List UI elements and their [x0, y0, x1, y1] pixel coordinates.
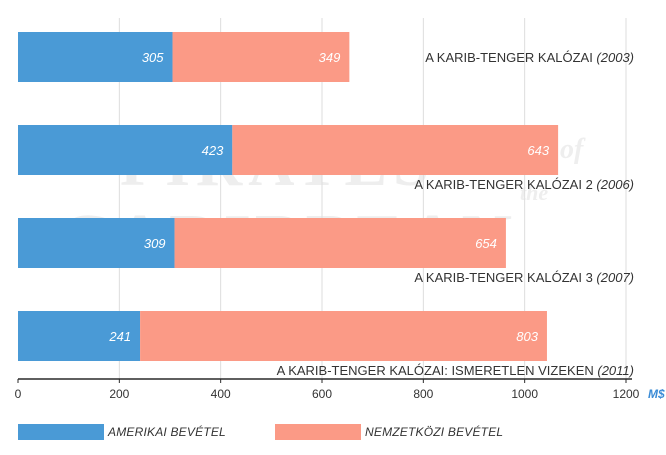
data-label-domestic-2: 309	[144, 236, 166, 251]
bar-international-0	[172, 32, 350, 82]
legend-item-international: NEMZETKÖZI BEVÉTEL	[275, 424, 503, 440]
x-tick-label-1: 200	[109, 387, 129, 401]
watermark-of: of	[560, 134, 586, 165]
category-label-3: A KARIB-TENGER KALÓZAI: ISMERETLEN VIZEK…	[277, 363, 634, 378]
category-label-1: A KARIB-TENGER KALÓZAI 2 (2006)	[414, 177, 634, 192]
bar-domestic-0	[18, 32, 173, 82]
data-label-international-3: 803	[516, 329, 538, 344]
data-label-international-2: 654	[475, 236, 497, 251]
legend-label-international: NEMZETKÖZI BEVÉTEL	[365, 425, 504, 439]
x-tick-label-0: 0	[15, 387, 22, 401]
bar-international-3	[140, 311, 547, 361]
bar-domestic-2	[18, 218, 175, 268]
bar-domestic-1	[18, 125, 233, 175]
x-tick-label-3: 600	[312, 387, 332, 401]
category-labels: A KARIB-TENGER KALÓZAI (2003) A KARIB-TEN…	[277, 50, 634, 378]
data-label-international-1: 643	[527, 143, 549, 158]
data-label-domestic-0: 305	[142, 50, 164, 65]
bars-group: 305 349 423 643 309 654 241 803	[18, 32, 559, 361]
category-label-0: A KARIB-TENGER KALÓZAI (2003)	[425, 50, 634, 65]
data-label-domestic-1: 423	[202, 143, 224, 158]
x-axis-ticks: 0 200 400 600 800 1000 1200 M$	[15, 379, 665, 401]
x-tick-label-5: 1000	[511, 387, 538, 401]
x-tick-label-6: 1200	[613, 387, 640, 401]
data-label-international-0: 349	[319, 50, 341, 65]
legend-swatch-international	[275, 424, 361, 440]
legend-label-domestic: AMERIKAI BEVÉTEL	[108, 425, 226, 439]
data-label-domestic-3: 241	[108, 329, 131, 344]
x-tick-label-2: 400	[211, 387, 231, 401]
x-tick-label-4: 800	[413, 387, 433, 401]
bar-international-1	[232, 125, 559, 175]
x-axis-unit: M$	[648, 387, 665, 401]
legend-item-domestic: AMERIKAI BEVÉTEL	[18, 424, 226, 440]
bar-domestic-3	[18, 311, 141, 361]
category-label-2: A KARIB-TENGER KALÓZAI 3 (2007)	[414, 270, 634, 285]
legend-swatch-domestic	[18, 424, 104, 440]
bar-international-2	[174, 218, 506, 268]
